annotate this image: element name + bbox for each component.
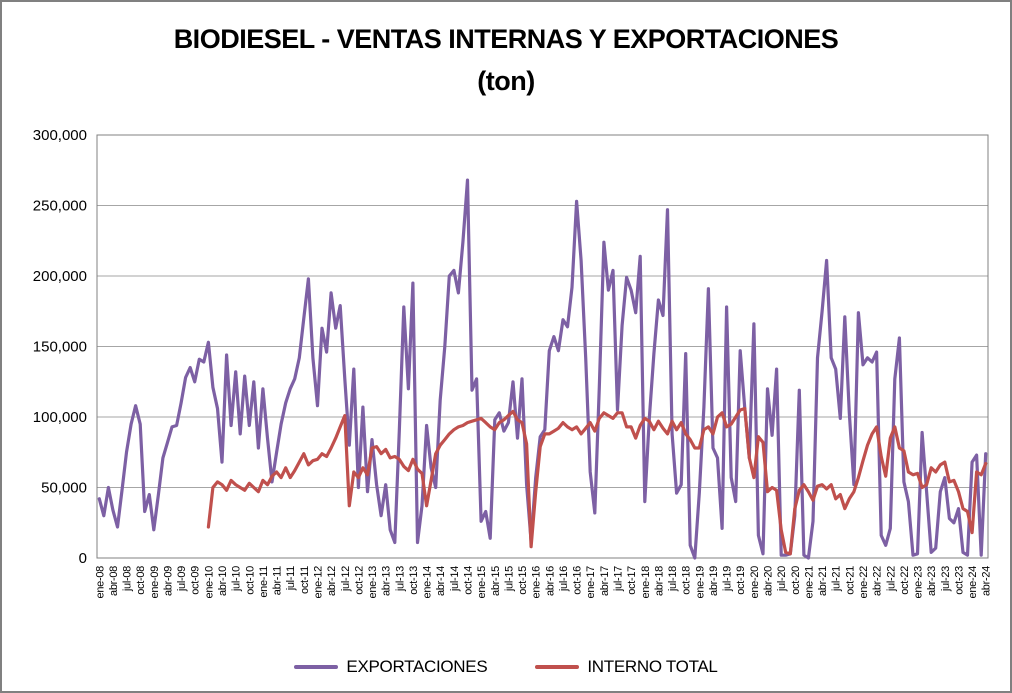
x-axis-label-oct-09: oct-09 <box>190 566 202 595</box>
x-axis-label-ene-16: ene-16 <box>531 566 543 599</box>
y-axis-label-0: 0 <box>79 550 87 567</box>
x-axis-label-ene-15: ene-15 <box>476 566 488 599</box>
x-axis-label-abr-24: abr-24 <box>981 566 993 596</box>
x-axis-label-abr-19: abr-19 <box>708 566 720 596</box>
x-axis-label-ene-11: ene-11 <box>258 566 270 598</box>
x-axis-label-oct-20: oct-20 <box>790 566 802 595</box>
x-axis-label-abr-22: abr-22 <box>872 566 884 596</box>
x-axis-label-abr-23: abr-23 <box>926 566 938 596</box>
x-axis-label-abr-12: abr-12 <box>326 566 338 596</box>
x-axis-label-oct-21: oct-21 <box>844 566 856 595</box>
x-axis-label-oct-13: oct-13 <box>408 566 420 595</box>
x-axis-label-abr-13: abr-13 <box>381 566 393 596</box>
x-axis-label-oct-14: oct-14 <box>462 566 474 595</box>
x-axis-label-oct-19: oct-19 <box>735 566 747 595</box>
chart-title-unit: (ton) <box>477 66 535 96</box>
legend-label-interno-total: INTERNO TOTAL <box>587 657 718 676</box>
x-axis-label-abr-21: abr-21 <box>817 566 829 596</box>
x-axis-label-jul-19: jul-19 <box>722 566 734 592</box>
x-axis-label-ene-20: ene-20 <box>749 566 761 599</box>
x-axis-label-abr-10: abr-10 <box>217 566 229 596</box>
x-axis-label-oct-22: oct-22 <box>899 566 911 595</box>
x-axis-label-ene-09: ene-09 <box>149 566 161 599</box>
y-axis-label-50000: 50,000 <box>41 480 87 497</box>
x-axis-label-oct-08: oct-08 <box>135 566 147 595</box>
chart-legend: EXPORTACIONES INTERNO TOTAL <box>2 657 1010 677</box>
series-line-interno-total <box>206 406 988 556</box>
x-axis-label-abr-15: abr-15 <box>490 566 502 596</box>
x-axis-label-oct-18: oct-18 <box>681 566 693 595</box>
x-axis-label-jul-21: jul-21 <box>831 566 843 592</box>
x-axis-label-jul-11: jul-11 <box>285 566 297 591</box>
x-axis-label-oct-16: oct-16 <box>572 566 584 595</box>
x-axis-label-abr-09: abr-09 <box>162 566 174 596</box>
x-axis-label-jul-09: jul-09 <box>176 566 188 592</box>
x-axis-label-jul-20: jul-20 <box>776 566 788 592</box>
x-axis-label-ene-22: ene-22 <box>858 566 870 599</box>
y-axis-label-300000: 300,000 <box>33 127 87 144</box>
x-axis-label-oct-23: oct-23 <box>953 566 965 595</box>
x-axis-label-abr-14: abr-14 <box>435 566 447 596</box>
x-axis-label-abr-11: abr-11 <box>272 566 284 595</box>
x-axis-label-ene-18: ene-18 <box>640 566 652 599</box>
chart-title: BIODIESEL - VENTAS INTERNAS Y EXPORTACIO… <box>173 24 839 54</box>
x-axis-label-ene-10: ene-10 <box>203 566 215 599</box>
plot-area-border <box>96 134 989 559</box>
x-axis-label-ene-08: ene-08 <box>94 566 106 599</box>
x-axis-label-oct-11: oct-11 <box>299 566 311 594</box>
x-axis-label-oct-15: oct-15 <box>517 566 529 595</box>
x-axis-label-abr-16: abr-16 <box>544 566 556 596</box>
x-axis-label-jul-13: jul-13 <box>394 566 406 592</box>
x-axis-label-jul-14: jul-14 <box>449 566 461 592</box>
x-axis-label-ene-23: ene-23 <box>913 566 925 599</box>
x-axis-label-abr-08: abr-08 <box>108 566 120 596</box>
x-axis-label-ene-24: ene-24 <box>967 566 979 599</box>
x-axis-label-jul-15: jul-15 <box>503 566 515 592</box>
x-axis-label-oct-17: oct-17 <box>626 566 638 595</box>
x-axis-label-ene-13: ene-13 <box>367 566 379 599</box>
x-axis-label-ene-19: ene-19 <box>694 566 706 599</box>
y-axis-label-150000: 150,000 <box>33 339 87 356</box>
x-axis-label-oct-12: oct-12 <box>353 566 365 595</box>
x-axis-label-jul-18: jul-18 <box>667 566 679 592</box>
legend-item-exportaciones: EXPORTACIONES <box>294 657 488 677</box>
x-axis-label-jul-08: jul-08 <box>122 566 134 592</box>
x-axis-label-jul-17: jul-17 <box>613 566 625 592</box>
x-axis-label-abr-18: abr-18 <box>653 566 665 596</box>
legend-label-exportaciones: EXPORTACIONES <box>346 657 488 676</box>
x-axis-label-jul-10: jul-10 <box>231 566 243 592</box>
y-axis-label-100000: 100,000 <box>33 409 87 426</box>
x-axis-label-ene-21: ene-21 <box>803 566 815 599</box>
x-axis-label-jul-16: jul-16 <box>558 566 570 592</box>
x-axis-label-abr-20: abr-20 <box>763 566 775 596</box>
interno-total-line-swatch <box>535 665 580 669</box>
y-axis-label-250000: 250,000 <box>33 198 87 215</box>
x-axis-label-ene-12: ene-12 <box>312 566 324 599</box>
x-axis-label-jul-23: jul-23 <box>940 566 952 592</box>
y-axis-label-200000: 200,000 <box>33 268 87 285</box>
x-axis-label-ene-17: ene-17 <box>585 566 597 599</box>
x-axis-label-abr-17: abr-17 <box>599 566 611 596</box>
legend-item-interno-total: INTERNO TOTAL <box>535 657 718 677</box>
x-axis-label-jul-12: jul-12 <box>340 566 352 592</box>
series-line-exportaciones <box>97 178 988 560</box>
exportaciones-line-swatch <box>294 665 339 669</box>
x-axis-label-jul-22: jul-22 <box>885 566 897 592</box>
x-axis-label-oct-10: oct-10 <box>244 566 256 595</box>
x-axis-label-ene-14: ene-14 <box>422 566 434 599</box>
